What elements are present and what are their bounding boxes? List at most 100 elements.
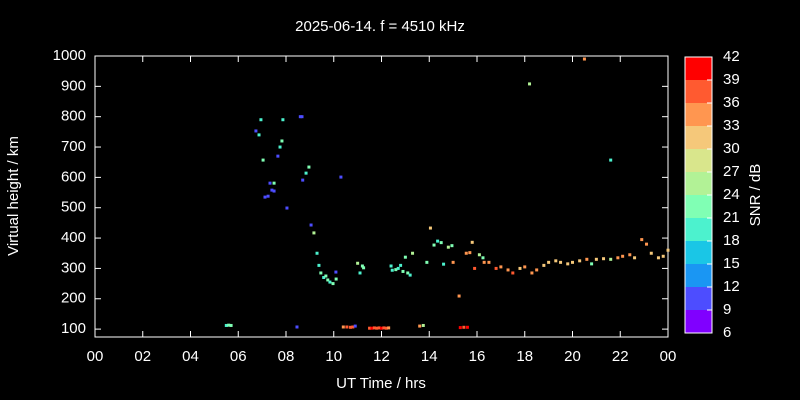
y-tick-label: 1000 [53, 47, 86, 64]
data-point [462, 325, 466, 329]
data-point [511, 271, 515, 275]
colorbar-band [685, 195, 712, 218]
data-point [406, 271, 410, 275]
data-point [506, 268, 510, 272]
data-point [578, 259, 582, 263]
data-point [285, 206, 289, 210]
data-point [477, 253, 481, 257]
colorbar-tick-label: 42 [723, 48, 740, 65]
colorbar-tick-label: 21 [723, 209, 740, 226]
colorbar-band [685, 264, 712, 287]
y-tick-label: 600 [61, 168, 86, 185]
data-point [300, 115, 304, 119]
colorbar-band [685, 57, 712, 80]
y-axis-label: Virtual height / km [5, 136, 22, 256]
x-tick-label: 22 [612, 348, 629, 365]
data-point [661, 254, 665, 258]
data-point [268, 181, 272, 185]
data-point [387, 326, 391, 330]
data-point [341, 325, 345, 329]
data-point [582, 57, 586, 61]
data-point [360, 264, 364, 268]
y-tick-label: 500 [61, 199, 86, 216]
x-tick-label: 08 [278, 348, 295, 365]
data-point [428, 226, 432, 230]
data-point [432, 243, 436, 247]
data-point [645, 242, 649, 246]
chart-title: 2025-06-14. f = 4510 kHz [295, 18, 465, 35]
colorbar-tick-label: 39 [723, 71, 740, 88]
data-point [368, 326, 372, 330]
data-point [394, 268, 398, 272]
data-point [481, 256, 485, 260]
data-point [334, 277, 338, 281]
data-point [559, 260, 563, 264]
data-point [396, 266, 400, 270]
data-point [358, 271, 362, 275]
data-point [399, 263, 403, 267]
data-point [554, 259, 558, 263]
data-point [464, 251, 468, 255]
data-point [353, 324, 357, 328]
data-point [298, 115, 302, 119]
colorbar-band [685, 218, 712, 241]
colorbar-band [685, 241, 712, 264]
colorbar-tick-label: 9 [723, 301, 731, 318]
data-point [278, 145, 282, 149]
y-tick-label: 800 [61, 108, 86, 125]
data-point [494, 266, 498, 270]
colorbar-tick-label: 27 [723, 163, 740, 180]
data-point [528, 82, 532, 86]
y-tick-label: 200 [61, 290, 86, 307]
data-point [523, 265, 527, 269]
x-tick-label: 10 [325, 348, 342, 365]
data-point [470, 240, 474, 244]
data-point [518, 266, 522, 270]
data-point [609, 257, 613, 261]
data-point [370, 326, 374, 330]
data-point [382, 326, 386, 330]
data-point [345, 325, 349, 329]
data-point [257, 133, 261, 137]
data-point [317, 263, 321, 267]
x-tick-label: 00 [660, 348, 677, 365]
data-point [439, 241, 443, 245]
colorbar-tick-label: 36 [723, 94, 740, 111]
colorbar-tick-label: 15 [723, 255, 740, 272]
colorbar-band [685, 172, 712, 195]
x-tick-label: 04 [182, 348, 199, 365]
x-axis-label: UT Time / hrs [336, 375, 426, 392]
colorbar-band [685, 126, 712, 149]
data-point [468, 251, 472, 255]
data-point [594, 257, 598, 261]
colorbar-tick-label: 12 [723, 278, 740, 295]
x-tick-label: 16 [469, 348, 486, 365]
data-point [421, 323, 425, 327]
data-point [380, 326, 383, 330]
colorbar-tick-label: 18 [723, 232, 740, 249]
data-point [566, 262, 570, 266]
data-point [473, 266, 477, 270]
data-point [372, 326, 376, 330]
data-point [375, 326, 379, 330]
data-point [272, 189, 276, 193]
colorbar-tick-label: 33 [723, 117, 740, 134]
data-point [571, 260, 574, 264]
data-point [227, 323, 231, 327]
data-point [307, 165, 311, 169]
data-point [259, 118, 263, 122]
data-point [331, 282, 335, 286]
data-point [616, 256, 620, 260]
x-tick-label: 18 [516, 348, 533, 365]
y-tick-label: 700 [61, 138, 86, 155]
data-point [401, 269, 405, 273]
data-point [339, 175, 343, 179]
data-point [482, 260, 486, 264]
x-tick-label: 06 [230, 348, 247, 365]
data-point [377, 326, 381, 330]
data-point [442, 262, 446, 266]
data-point [254, 129, 258, 133]
data-point [362, 266, 366, 270]
data-point [272, 181, 276, 185]
